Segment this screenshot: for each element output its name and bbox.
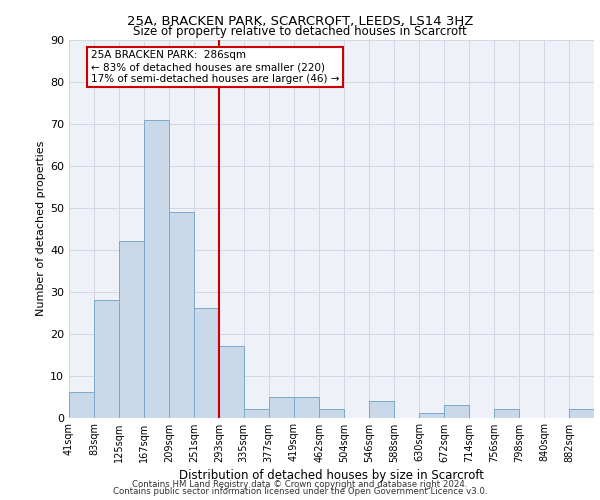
Bar [369,400,394,417]
Text: Contains public sector information licensed under the Open Government Licence v3: Contains public sector information licen… [113,487,487,496]
Text: 25A, BRACKEN PARK, SCARCROFT, LEEDS, LS14 3HZ: 25A, BRACKEN PARK, SCARCROFT, LEEDS, LS1… [127,15,473,28]
Bar [444,405,469,417]
Bar [169,212,194,418]
Bar [319,409,344,418]
Text: Size of property relative to detached houses in Scarcroft: Size of property relative to detached ho… [133,25,467,38]
Bar [219,346,244,418]
Bar [194,308,219,418]
Bar [569,409,594,418]
Y-axis label: Number of detached properties: Number of detached properties [36,141,46,316]
Bar [144,120,169,418]
Bar [119,242,144,418]
Bar [494,409,519,418]
Bar [269,396,294,417]
Bar [94,300,119,418]
Bar [69,392,94,417]
X-axis label: Distribution of detached houses by size in Scarcroft: Distribution of detached houses by size … [179,468,484,481]
Text: Contains HM Land Registry data © Crown copyright and database right 2024.: Contains HM Land Registry data © Crown c… [132,480,468,489]
Bar [244,409,269,418]
Bar [419,414,444,418]
Text: 25A BRACKEN PARK:  286sqm
← 83% of detached houses are smaller (220)
17% of semi: 25A BRACKEN PARK: 286sqm ← 83% of detach… [91,50,340,84]
Bar [294,396,319,417]
